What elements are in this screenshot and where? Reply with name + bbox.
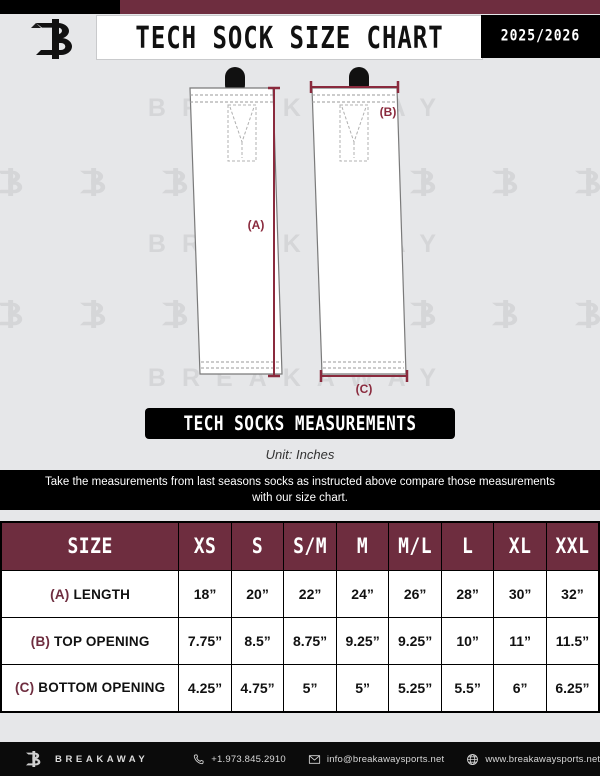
envelope-icon bbox=[308, 753, 321, 766]
column-header-xs: XS bbox=[178, 521, 232, 571]
watermark-b-logo-icon bbox=[73, 294, 115, 334]
phone-icon bbox=[192, 753, 205, 766]
page-title: TECH SOCK SIZE CHART bbox=[135, 19, 444, 56]
footer-phone-text: +1.973.845.2910 bbox=[211, 753, 286, 765]
table-row: (C) BOTTOM OPENING 4.25” 4.75” 5” 5” 5.2… bbox=[0, 664, 600, 712]
table-footer-gap bbox=[0, 720, 600, 742]
row-label-bottom-opening: (C) BOTTOM OPENING bbox=[0, 664, 180, 712]
cell-bottom-s: 4.75” bbox=[230, 664, 285, 712]
footer-website-text: www.breakawaysports.net bbox=[485, 753, 600, 765]
cell-length-xl: 30” bbox=[493, 570, 547, 618]
row-label-length: (A) LENGTH bbox=[0, 570, 180, 618]
page-footer: BREAKAWAY +1.973.845.2910 info@breakaway… bbox=[0, 742, 600, 776]
column-header-xl: XL bbox=[493, 521, 547, 571]
season-badge: 2025/2026 bbox=[481, 15, 600, 58]
size-table: SIZE XS S S/M M M/L L XL XXL (A) LENGTH … bbox=[0, 521, 600, 713]
column-header-l: L bbox=[440, 521, 495, 571]
cell-length-ml: 26” bbox=[388, 570, 442, 618]
watermark-b-logo-icon bbox=[155, 162, 197, 202]
measure-line-b bbox=[309, 81, 400, 93]
measure-label-b: (B) bbox=[380, 105, 397, 119]
cell-bottom-l: 5.5” bbox=[440, 664, 495, 712]
measure-line-a bbox=[268, 86, 280, 378]
watermark-b-logo-icon bbox=[403, 294, 445, 334]
cell-length-l: 28” bbox=[440, 570, 495, 618]
cell-length-xxl: 32” bbox=[545, 570, 600, 618]
watermark-b-logo-icon bbox=[485, 162, 527, 202]
column-header-m: M bbox=[335, 521, 390, 571]
globe-icon bbox=[466, 753, 479, 766]
measurements-banner: TECH SOCKS MEASUREMENTS bbox=[145, 408, 455, 439]
watermark-b-logo-icon bbox=[568, 162, 600, 202]
watermark-b-logo-icon bbox=[568, 294, 600, 334]
season-badge-label: 2025/2026 bbox=[500, 27, 581, 46]
cell-length-xs: 18” bbox=[178, 570, 232, 618]
cell-length-s: 20” bbox=[230, 570, 285, 618]
measure-label-c: (C) bbox=[356, 382, 373, 396]
cell-top-xl: 11” bbox=[493, 617, 547, 665]
cell-bottom-ml: 5.25” bbox=[388, 664, 442, 712]
cell-top-xxl: 11.5” bbox=[545, 617, 600, 665]
watermark-b-logo-icon bbox=[403, 162, 445, 202]
footer-brand-name: BREAKAWAY bbox=[55, 753, 149, 765]
column-header-xxl: XXL bbox=[545, 521, 600, 571]
watermark-b-logo-icon bbox=[0, 162, 32, 202]
watermark-b-logo-icon bbox=[485, 294, 527, 334]
page-header: TECH SOCK SIZE CHART 2025/2026 bbox=[0, 14, 600, 62]
size-table-wrapper: SIZE XS S S/M M M/L L XL XXL (A) LENGTH … bbox=[0, 521, 600, 713]
sock-diagram: (A) (B) (C) bbox=[0, 62, 600, 407]
column-header-sm: S/M bbox=[283, 521, 337, 571]
footer-phone[interactable]: +1.973.845.2910 bbox=[192, 753, 286, 766]
footer-email[interactable]: info@breakawaysports.net bbox=[308, 753, 444, 766]
watermark-b-logo-icon bbox=[155, 294, 197, 334]
title-plate: TECH SOCK SIZE CHART bbox=[96, 15, 483, 60]
cell-top-l: 10” bbox=[440, 617, 495, 665]
table-row: (B) TOP OPENING 7.75” 8.5” 8.75” 9.25” 9… bbox=[0, 617, 600, 665]
column-header-size: SIZE bbox=[0, 521, 180, 571]
top-accent-bar-black bbox=[0, 0, 120, 14]
footer-b-logo-icon bbox=[22, 749, 46, 769]
cell-top-xs: 7.75” bbox=[178, 617, 232, 665]
cell-length-m: 24” bbox=[335, 570, 390, 618]
cell-top-s: 8.5” bbox=[230, 617, 285, 665]
measure-label-a: (A) bbox=[248, 218, 265, 232]
cell-top-sm: 8.75” bbox=[283, 617, 337, 665]
unit-label: Unit: Inches bbox=[265, 447, 335, 462]
cell-bottom-sm: 5” bbox=[283, 664, 337, 712]
breakaway-b-logo-icon bbox=[26, 17, 86, 61]
watermark-b-logo-icon bbox=[73, 162, 115, 202]
row-label-top-opening: (B) TOP OPENING bbox=[0, 617, 180, 665]
footer-website[interactable]: www.breakawaysports.net bbox=[466, 753, 600, 766]
measurements-banner-label: TECH SOCKS MEASUREMENTS bbox=[183, 412, 417, 435]
cell-bottom-xs: 4.25” bbox=[178, 664, 232, 712]
cell-bottom-m: 5” bbox=[335, 664, 390, 712]
cell-length-sm: 22” bbox=[283, 570, 337, 618]
sock-left bbox=[189, 67, 283, 375]
cell-bottom-xl: 6” bbox=[493, 664, 547, 712]
instruction-strip: Take the measurements from last seasons … bbox=[0, 470, 600, 510]
table-row: (A) LENGTH 18” 20” 22” 24” 26” 28” 30” 3… bbox=[0, 570, 600, 618]
table-header-row: SIZE XS S S/M M M/L L XL XXL bbox=[0, 521, 600, 571]
cell-top-ml: 9.25” bbox=[388, 617, 442, 665]
top-accent-bar bbox=[0, 0, 600, 14]
footer-email-text: info@breakawaysports.net bbox=[326, 753, 445, 765]
instruction-text: Take the measurements from last seasons … bbox=[44, 476, 556, 504]
cell-bottom-xxl: 6.25” bbox=[545, 664, 600, 712]
watermark-b-logo-icon bbox=[0, 294, 32, 334]
column-header-s: S bbox=[230, 521, 285, 571]
measure-line-c bbox=[319, 370, 409, 382]
column-header-ml: M/L bbox=[388, 521, 442, 571]
cell-top-m: 9.25” bbox=[335, 617, 390, 665]
